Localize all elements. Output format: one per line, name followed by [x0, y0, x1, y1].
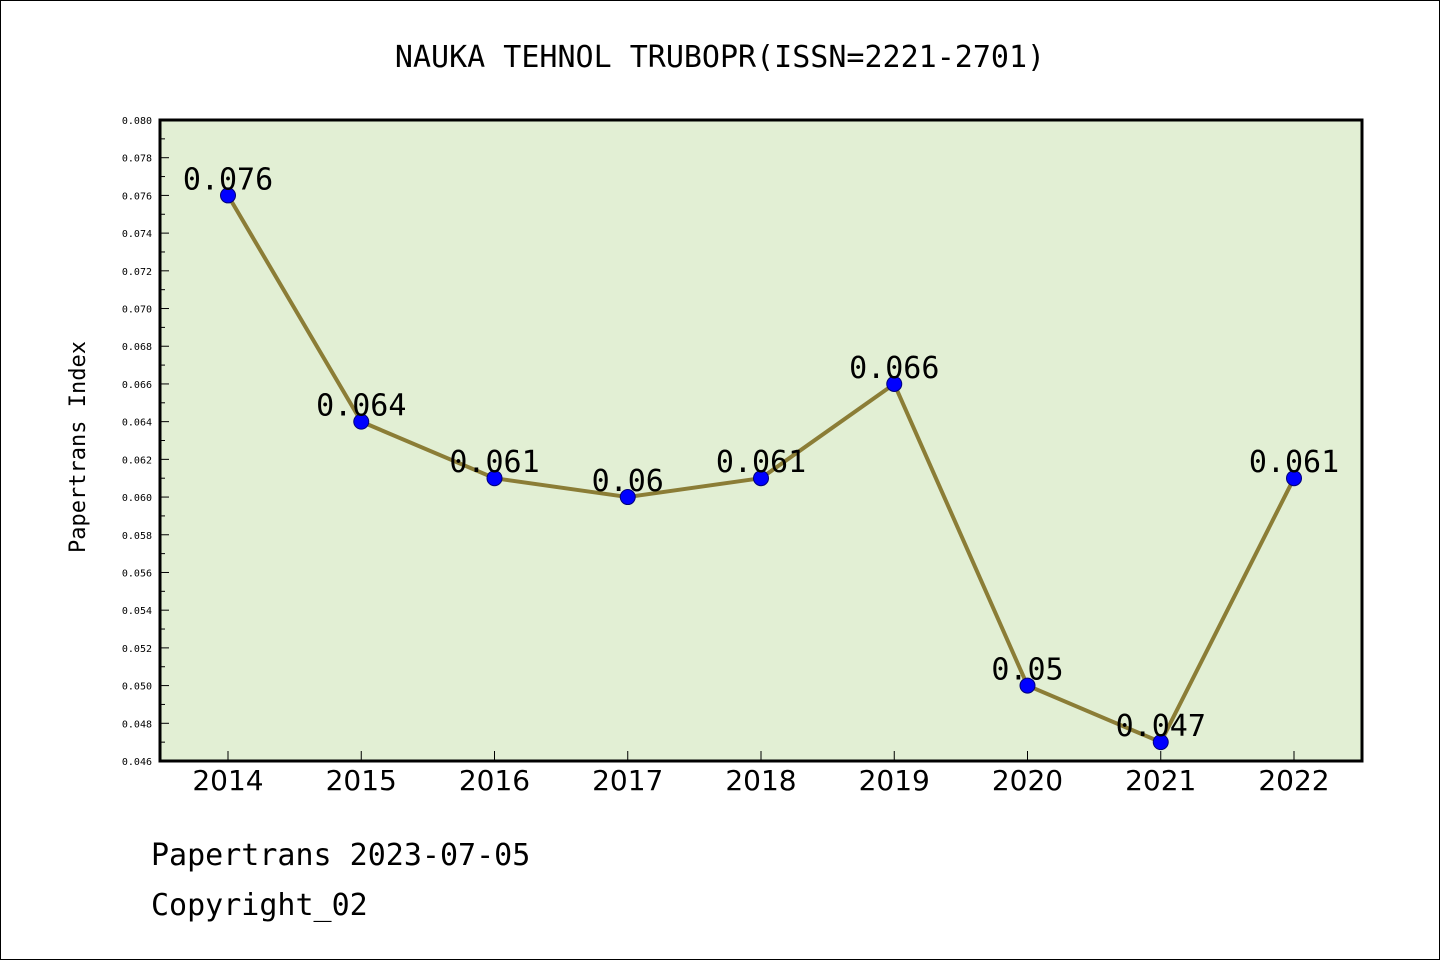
x-tick-label: 2015: [326, 764, 397, 797]
y-tick-label: 0.046: [122, 757, 152, 768]
x-tick-label: 2018: [725, 764, 796, 797]
y-tick-label: 0.078: [122, 154, 152, 165]
footer-date: Papertrans 2023-07-05: [151, 838, 530, 873]
y-tick-label: 0.072: [122, 267, 152, 278]
y-tick-label: 0.054: [122, 606, 152, 617]
y-tick-label: 0.048: [122, 719, 152, 730]
y-tick-label: 0.066: [122, 380, 152, 391]
data-point-label: 0.05: [991, 653, 1063, 688]
x-tick-label: 2014: [192, 764, 263, 797]
x-tick-label: 2019: [859, 764, 930, 797]
x-tick-label: 2017: [592, 764, 663, 797]
data-point-label: 0.061: [1249, 445, 1339, 480]
y-tick-label: 0.062: [122, 455, 152, 466]
data-point-label: 0.06: [592, 464, 664, 499]
data-point-marker: [1152, 734, 1169, 751]
x-tick-label: 2022: [1258, 764, 1329, 797]
data-point-marker: [353, 413, 370, 430]
data-point-label: 0.076: [183, 162, 273, 197]
chart-title: NAUKA TEHNOL TRUBOPR(ISSN=2221-2701): [395, 40, 1045, 75]
data-point-label: 0.047: [1116, 709, 1206, 744]
y-tick-label: 0.068: [122, 342, 152, 353]
data-point-marker: [886, 375, 903, 392]
data-points: [220, 187, 1302, 751]
data-labels: 0.076 0.064 0.061 0.06 0.061 0.066 0.05 0.047 0.…: [183, 162, 1339, 744]
data-point-label: 0.064: [316, 389, 406, 424]
data-point-marker: [753, 470, 769, 487]
data-point-marker: [220, 187, 236, 204]
y-tick-label: 0.070: [122, 305, 152, 316]
y-tick-label: 0.050: [122, 682, 152, 693]
y-tick-label: 0.052: [122, 644, 152, 655]
plot-area: [158, 118, 1364, 763]
data-point-marker: [1286, 470, 1302, 487]
footer-copyright: Copyright_02: [151, 888, 368, 923]
data-point-label: 0.061: [716, 445, 806, 480]
data-point-label: 0.061: [449, 445, 539, 480]
x-tick-label: 2020: [992, 764, 1063, 797]
y-tick-label: 0.080: [122, 116, 152, 127]
y-axis-label: Papertrans Index: [66, 341, 91, 553]
x-tick-label: 2016: [459, 764, 530, 797]
y-tick-label: 0.058: [122, 531, 152, 542]
y-tick-label: 0.056: [122, 568, 152, 579]
data-point-marker: [619, 489, 636, 506]
y-axis: 0.046 0.048 0.050 0.052 0.054 0.056 0.058 0.060…: [122, 116, 169, 768]
y-tick-label: 0.076: [122, 191, 152, 202]
data-point-marker: [1019, 677, 1036, 694]
x-axis: 2014 2015 2016 2017 2018 2019 2020 2021 2022: [192, 751, 1330, 797]
data-point-marker: [486, 470, 503, 487]
y-tick-label: 0.064: [122, 418, 152, 429]
x-tick-label: 2021: [1125, 764, 1196, 797]
data-point-label: 0.066: [849, 351, 939, 386]
y-tick-label: 0.060: [122, 493, 152, 504]
y-tick-label: 0.074: [122, 229, 152, 240]
